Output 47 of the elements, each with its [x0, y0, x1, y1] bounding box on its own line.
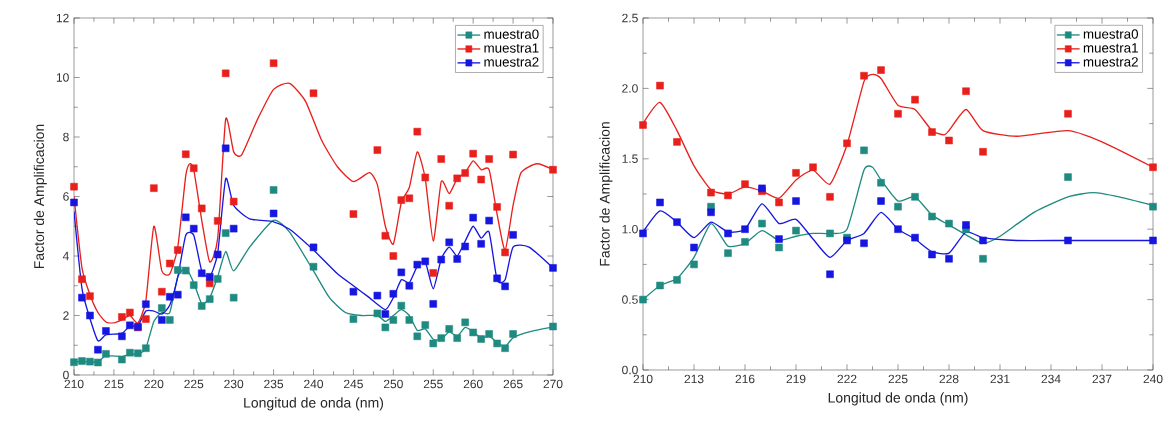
y-tick-label: 2 [63, 311, 69, 320]
y-tick-label: 1.5 [622, 154, 638, 163]
y-tick-label: 8 [63, 132, 69, 142]
legend-label: muestra1 [484, 43, 539, 53]
y-tick-label: 0.5 [622, 295, 638, 304]
y-tick-label: 4 [62, 251, 69, 261]
y-tick-label: 12 [56, 13, 69, 23]
x-tick-label: 210 [633, 374, 653, 384]
y-axis-title: Factor de Amplificacion [33, 124, 47, 269]
x-tick-label: 220 [144, 379, 164, 389]
x-tick-label: 210 [64, 379, 84, 389]
x-tick-label: 265 [503, 379, 523, 389]
legend-label: muestra2 [1083, 57, 1138, 67]
x-tick-label: 215 [104, 379, 124, 389]
x-tick-label: 237 [1092, 374, 1112, 384]
x-tick-label: 219 [786, 374, 806, 384]
x-tick-label: 225 [184, 379, 204, 389]
x-axis-title: Longitud de onda (nm) [828, 392, 968, 406]
x-tick-label: 270 [543, 379, 563, 389]
x-tick-label: 250 [383, 379, 403, 389]
y-tick-label: 1.0 [622, 224, 638, 234]
legend-label: muestra0 [1083, 29, 1139, 39]
x-tick-label: 240 [1143, 374, 1163, 384]
x-tick-label: 228 [939, 374, 959, 384]
x-tick-label: 231 [990, 374, 1010, 384]
x-tick-label: 235 [264, 379, 284, 389]
x-tick-label: 240 [304, 379, 324, 389]
y-tick-label: 6 [63, 192, 69, 201]
x-tick-label: 245 [344, 379, 363, 389]
x-tick-label: 213 [684, 374, 704, 384]
legend-label: muestra2 [484, 57, 539, 67]
x-tick-label: 234 [1041, 374, 1061, 384]
x-tick-label: 260 [463, 379, 483, 389]
x-tick-label: 222 [837, 374, 857, 384]
legend-label: muestra0 [484, 29, 539, 39]
x-tick-label: 230 [224, 379, 244, 389]
y-tick-label: 2.5 [622, 13, 638, 23]
y-axis-title: Factor de Amplificacion [599, 122, 613, 266]
x-tick-label: 216 [735, 374, 755, 384]
x-axis-title: Longitud de onda (nm) [244, 397, 384, 411]
y-tick-label: 0.0 [622, 365, 638, 375]
y-tick-label: 2.0 [622, 84, 638, 93]
y-tick-label: 10 [56, 73, 69, 82]
y-tick-label: 0 [63, 370, 69, 380]
legend-label: muestra1 [1083, 43, 1138, 53]
x-tick-label: 225 [888, 374, 908, 384]
x-tick-label: 255 [423, 379, 443, 389]
